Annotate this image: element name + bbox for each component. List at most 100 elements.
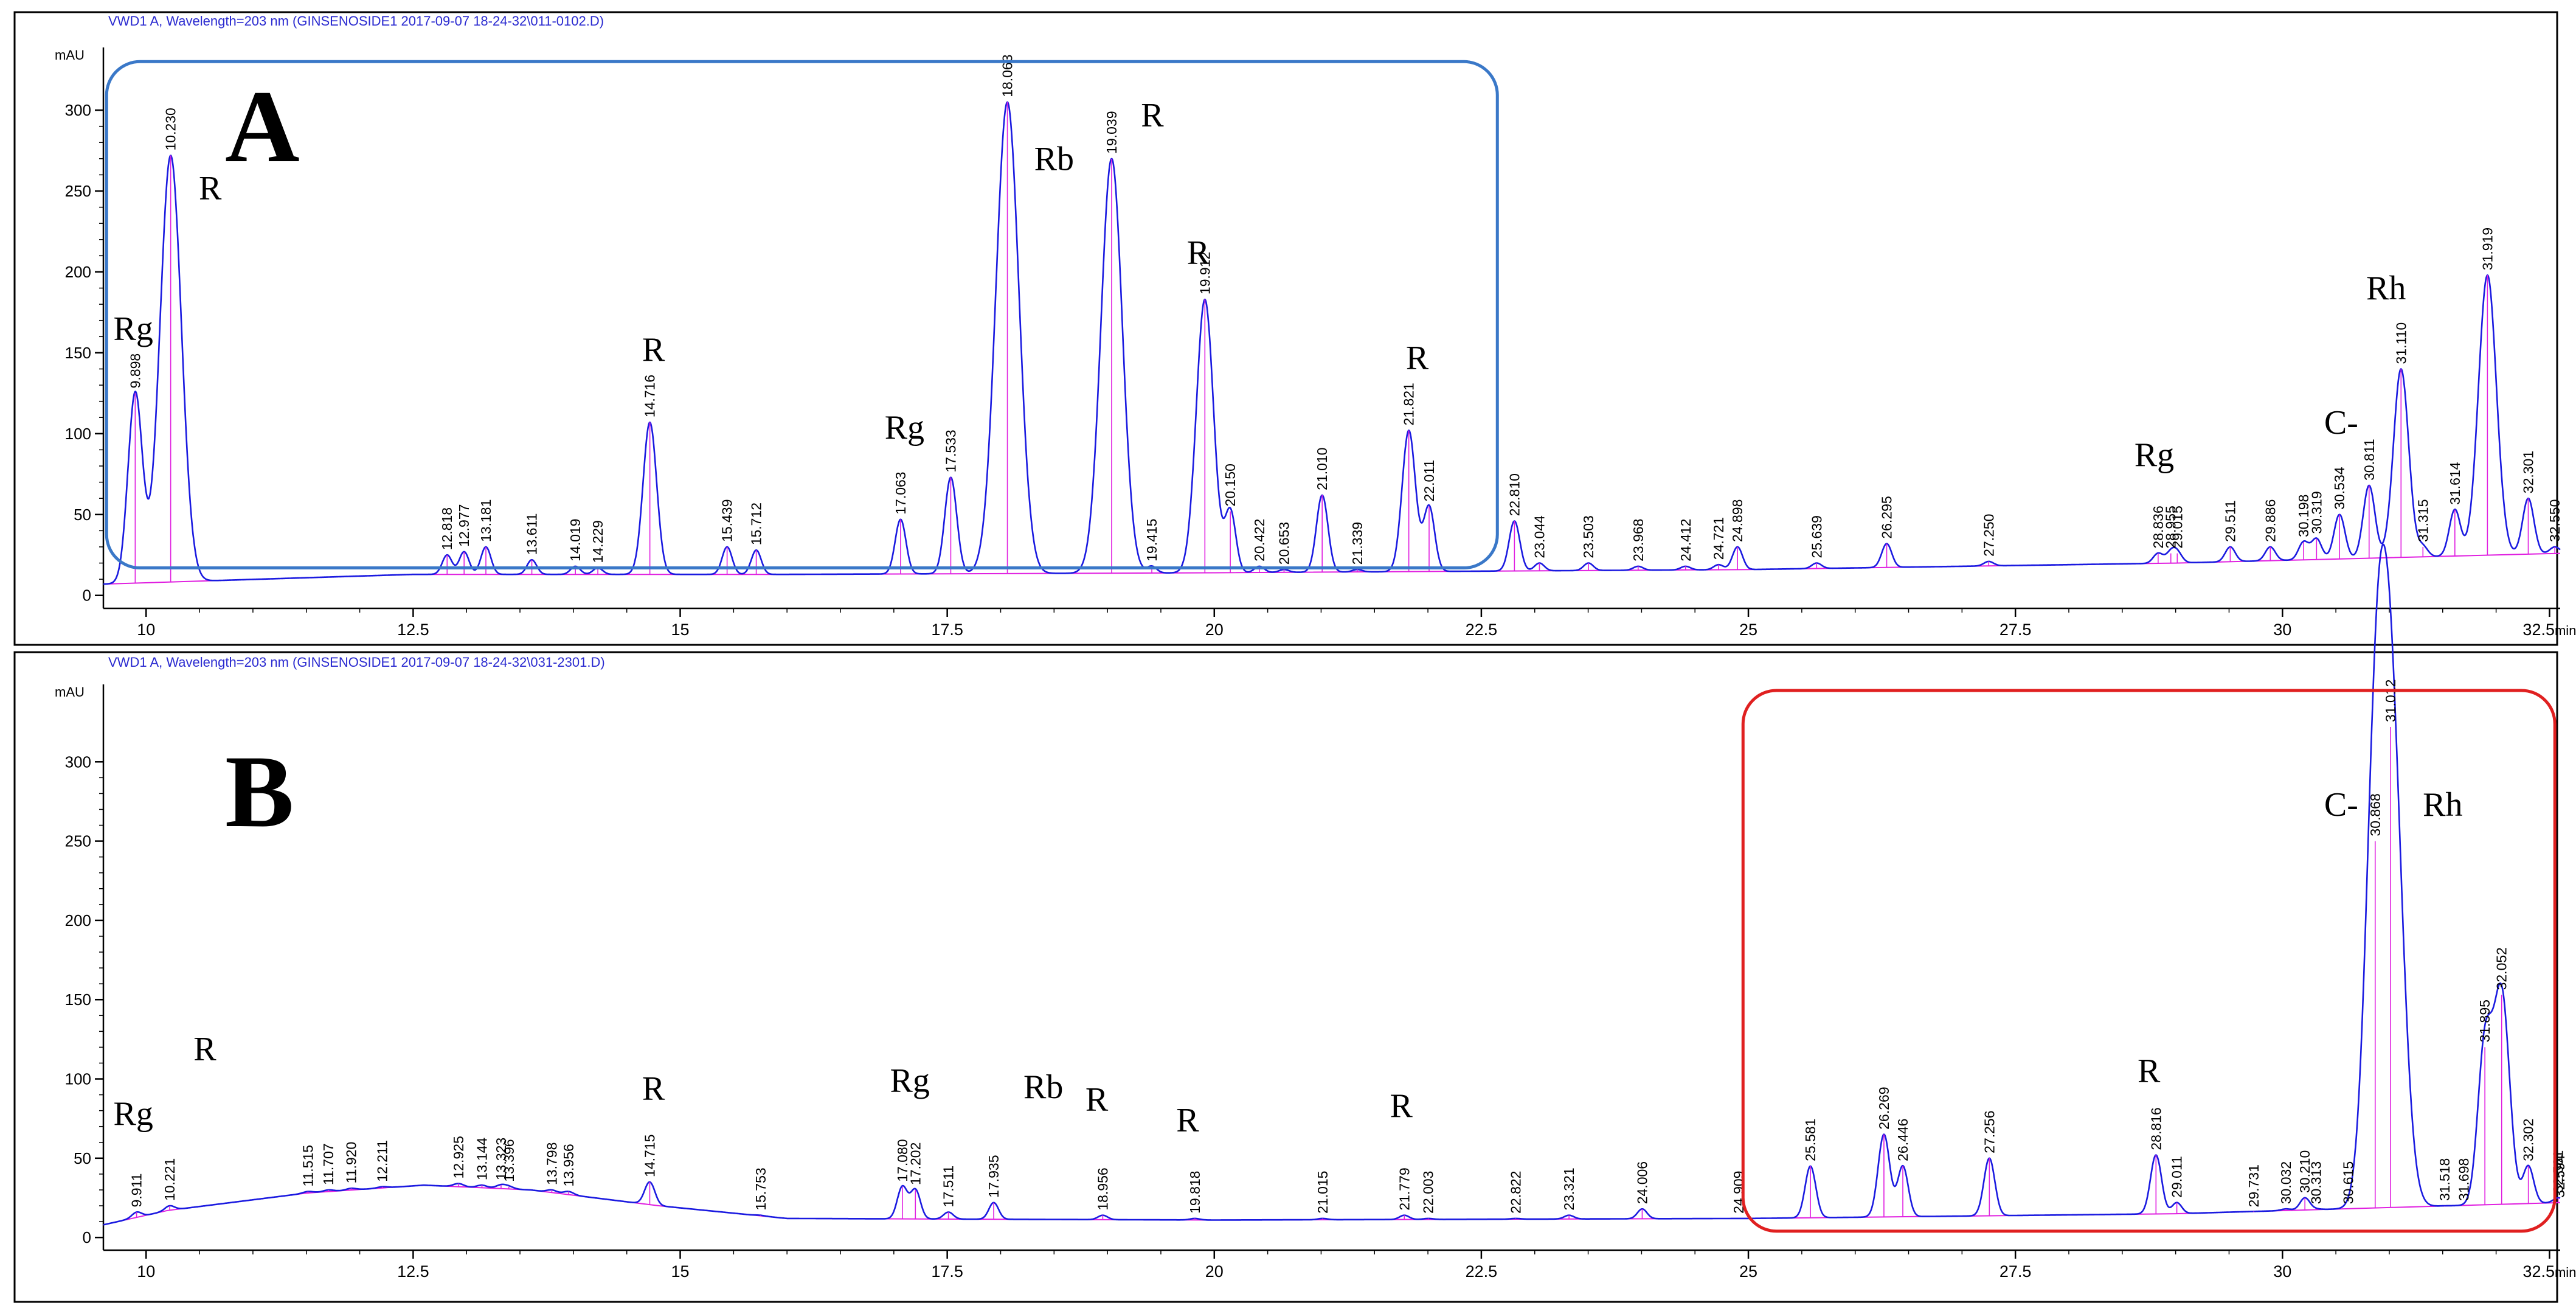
x-tick-label: 27.5	[2000, 621, 2032, 639]
y-tick-label: 250	[65, 832, 91, 850]
panel-letter: B	[225, 734, 294, 849]
peak-retention-label: 14.229	[590, 520, 606, 563]
x-tick-label: 27.5	[2000, 1262, 2032, 1281]
panel-letter: A	[225, 69, 300, 184]
ginsenoside-annotation: Rg	[114, 1095, 153, 1133]
peak-retention-label: 21.015	[1315, 1171, 1331, 1214]
x-tick-label: 15	[671, 1262, 689, 1281]
peak-retention-label: 31.698	[2456, 1158, 2472, 1201]
peak-retention-label: 9.898	[127, 353, 143, 389]
y-tick-label: 0	[83, 1228, 91, 1247]
peak-retention-label: 11.707	[320, 1143, 336, 1185]
y-tick-label: 300	[65, 753, 91, 771]
peak-retention-label: 30.615	[2340, 1161, 2356, 1204]
peak-retention-label: 21.010	[1314, 448, 1330, 490]
peak-retention-label: 10.230	[163, 108, 179, 150]
x-tick-label: 17.5	[931, 1262, 963, 1281]
ginsenoside-annotation: R	[1390, 1087, 1413, 1125]
y-tick-label: 150	[65, 990, 91, 1009]
peak-retention-label: 28.836	[2150, 506, 2166, 548]
peak-retention-label: 30.811	[2361, 439, 2377, 481]
ginsenoside-annotation: R	[642, 1069, 665, 1107]
ginsenoside-annotation: Rh	[2366, 270, 2406, 307]
signal-trace	[103, 101, 2561, 585]
x-tick-label: 25	[1739, 1262, 1757, 1281]
ginsenoside-annotation: Rg	[114, 310, 153, 348]
peak-retention-label: 19.415	[1144, 519, 1160, 562]
panel-a: VWD1 A, Wavelength=203 nm (GINSENOSIDE1 …	[13, 11, 2576, 646]
peak-retention-label: 22.003	[1421, 1171, 1436, 1214]
peak-retention-label: 25.639	[1809, 515, 1824, 558]
peak-retention-label: 13.798	[544, 1142, 559, 1185]
x-tick-label: 20	[1205, 1262, 1224, 1281]
peak-retention-label: 22.822	[1508, 1171, 1523, 1214]
peak-retention-label: 30.534	[2332, 467, 2347, 510]
peak-retention-label: 31.110	[2393, 322, 2409, 364]
ginsenoside-annotation: R	[1406, 339, 1429, 377]
peak-retention-label: 15.753	[753, 1167, 769, 1210]
peak-retention-label: 32.581	[2550, 1150, 2566, 1193]
peak-retention-label: 17.511	[941, 1166, 957, 1208]
peak-retention-label: 29.011	[2169, 1156, 2185, 1198]
peak-retention-label: 12.818	[439, 507, 455, 550]
y-tick-label: 250	[65, 182, 91, 200]
peak-retention-label: 20.150	[1222, 464, 1238, 506]
peak-retention-label: 23.044	[1531, 515, 1547, 558]
peak-retention-label: 12.211	[375, 1140, 390, 1182]
ginsenoside-annotation: C-	[2324, 404, 2358, 442]
peak-retention-label: 13.396	[501, 1139, 517, 1181]
peak-retention-label: 23.321	[1561, 1167, 1577, 1210]
peak-retention-label: 29.731	[2246, 1164, 2262, 1207]
peak-retention-label: 30.210	[2297, 1150, 2313, 1193]
peak-retention-label: 17.080	[895, 1139, 910, 1181]
highlight-region	[105, 60, 1499, 570]
peak-retention-label: 13.956	[561, 1144, 576, 1186]
peak-retention-label: 28.955	[2163, 506, 2179, 548]
x-tick-label: 10	[137, 1262, 155, 1281]
y-tick-label: 150	[65, 344, 91, 362]
peak-retention-label: 30.868	[2367, 793, 2383, 836]
ginsenoside-annotation: Rh	[2423, 786, 2462, 824]
y-tick-label: 50	[74, 1149, 91, 1167]
x-tick-label: 22.5	[1466, 621, 1498, 639]
y-tick-label: 50	[74, 506, 91, 524]
ginsenoside-annotation: Rb	[1034, 140, 1074, 178]
ginsenoside-annotation: R	[193, 1030, 216, 1068]
peak-retention-label: 29.015	[2169, 506, 2185, 548]
peak-retention-label: 19.039	[1104, 111, 1120, 153]
chromatogram-header: VWD1 A, Wavelength=203 nm (GINSENOSIDE1 …	[108, 655, 605, 670]
ginsenoside-annotation: C-	[2324, 786, 2358, 824]
x-unit-label: min	[2555, 623, 2576, 638]
peak-retention-label: 30.319	[2308, 491, 2324, 534]
peak-retention-label: 14.715	[642, 1135, 657, 1177]
ginsenoside-annotation: R	[199, 169, 222, 207]
peak-retention-label: 31.012	[2383, 680, 2398, 722]
peak-retention-label: 19.818	[1187, 1171, 1203, 1214]
peak-retention-label: 26.295	[1879, 496, 1895, 538]
panel-b: VWD1 A, Wavelength=203 nm (GINSENOSIDE1 …	[13, 543, 2576, 1303]
x-tick-label: 20	[1205, 621, 1224, 639]
peak-retention-label: 22.011	[1421, 460, 1437, 502]
x-tick-label: 22.5	[1466, 1262, 1498, 1281]
peak-retention-label: 24.006	[1634, 1161, 1650, 1204]
peak-retention-label: 12.925	[451, 1136, 466, 1178]
peak-retention-label: 22.810	[1506, 473, 1522, 516]
y-tick-label: 200	[65, 263, 91, 281]
ginsenoside-annotation: R	[642, 331, 665, 369]
x-tick-label: 10	[137, 621, 155, 639]
x-tick-label: 12.5	[397, 621, 429, 639]
peak-retention-label: 24.412	[1678, 519, 1694, 562]
peak-retention-label: 13.144	[474, 1138, 490, 1181]
peak-retention-label: 20.422	[1252, 519, 1267, 562]
peak-retention-label: 31.614	[2447, 462, 2463, 505]
peak-retention-label: 32.301	[2520, 451, 2536, 493]
peak-retention-label: 23.503	[1581, 515, 1596, 558]
peak-retention-label: 12.977	[456, 504, 472, 547]
peak-retention-label: 10.221	[162, 1158, 178, 1201]
peak-retention-label: 13.611	[524, 513, 540, 555]
peak-retention-label: 15.439	[719, 499, 735, 542]
ginsenoside-annotation: R	[2138, 1052, 2161, 1090]
peak-retention-label: 17.202	[907, 1142, 923, 1185]
x-tick-label: 30	[2273, 621, 2291, 639]
